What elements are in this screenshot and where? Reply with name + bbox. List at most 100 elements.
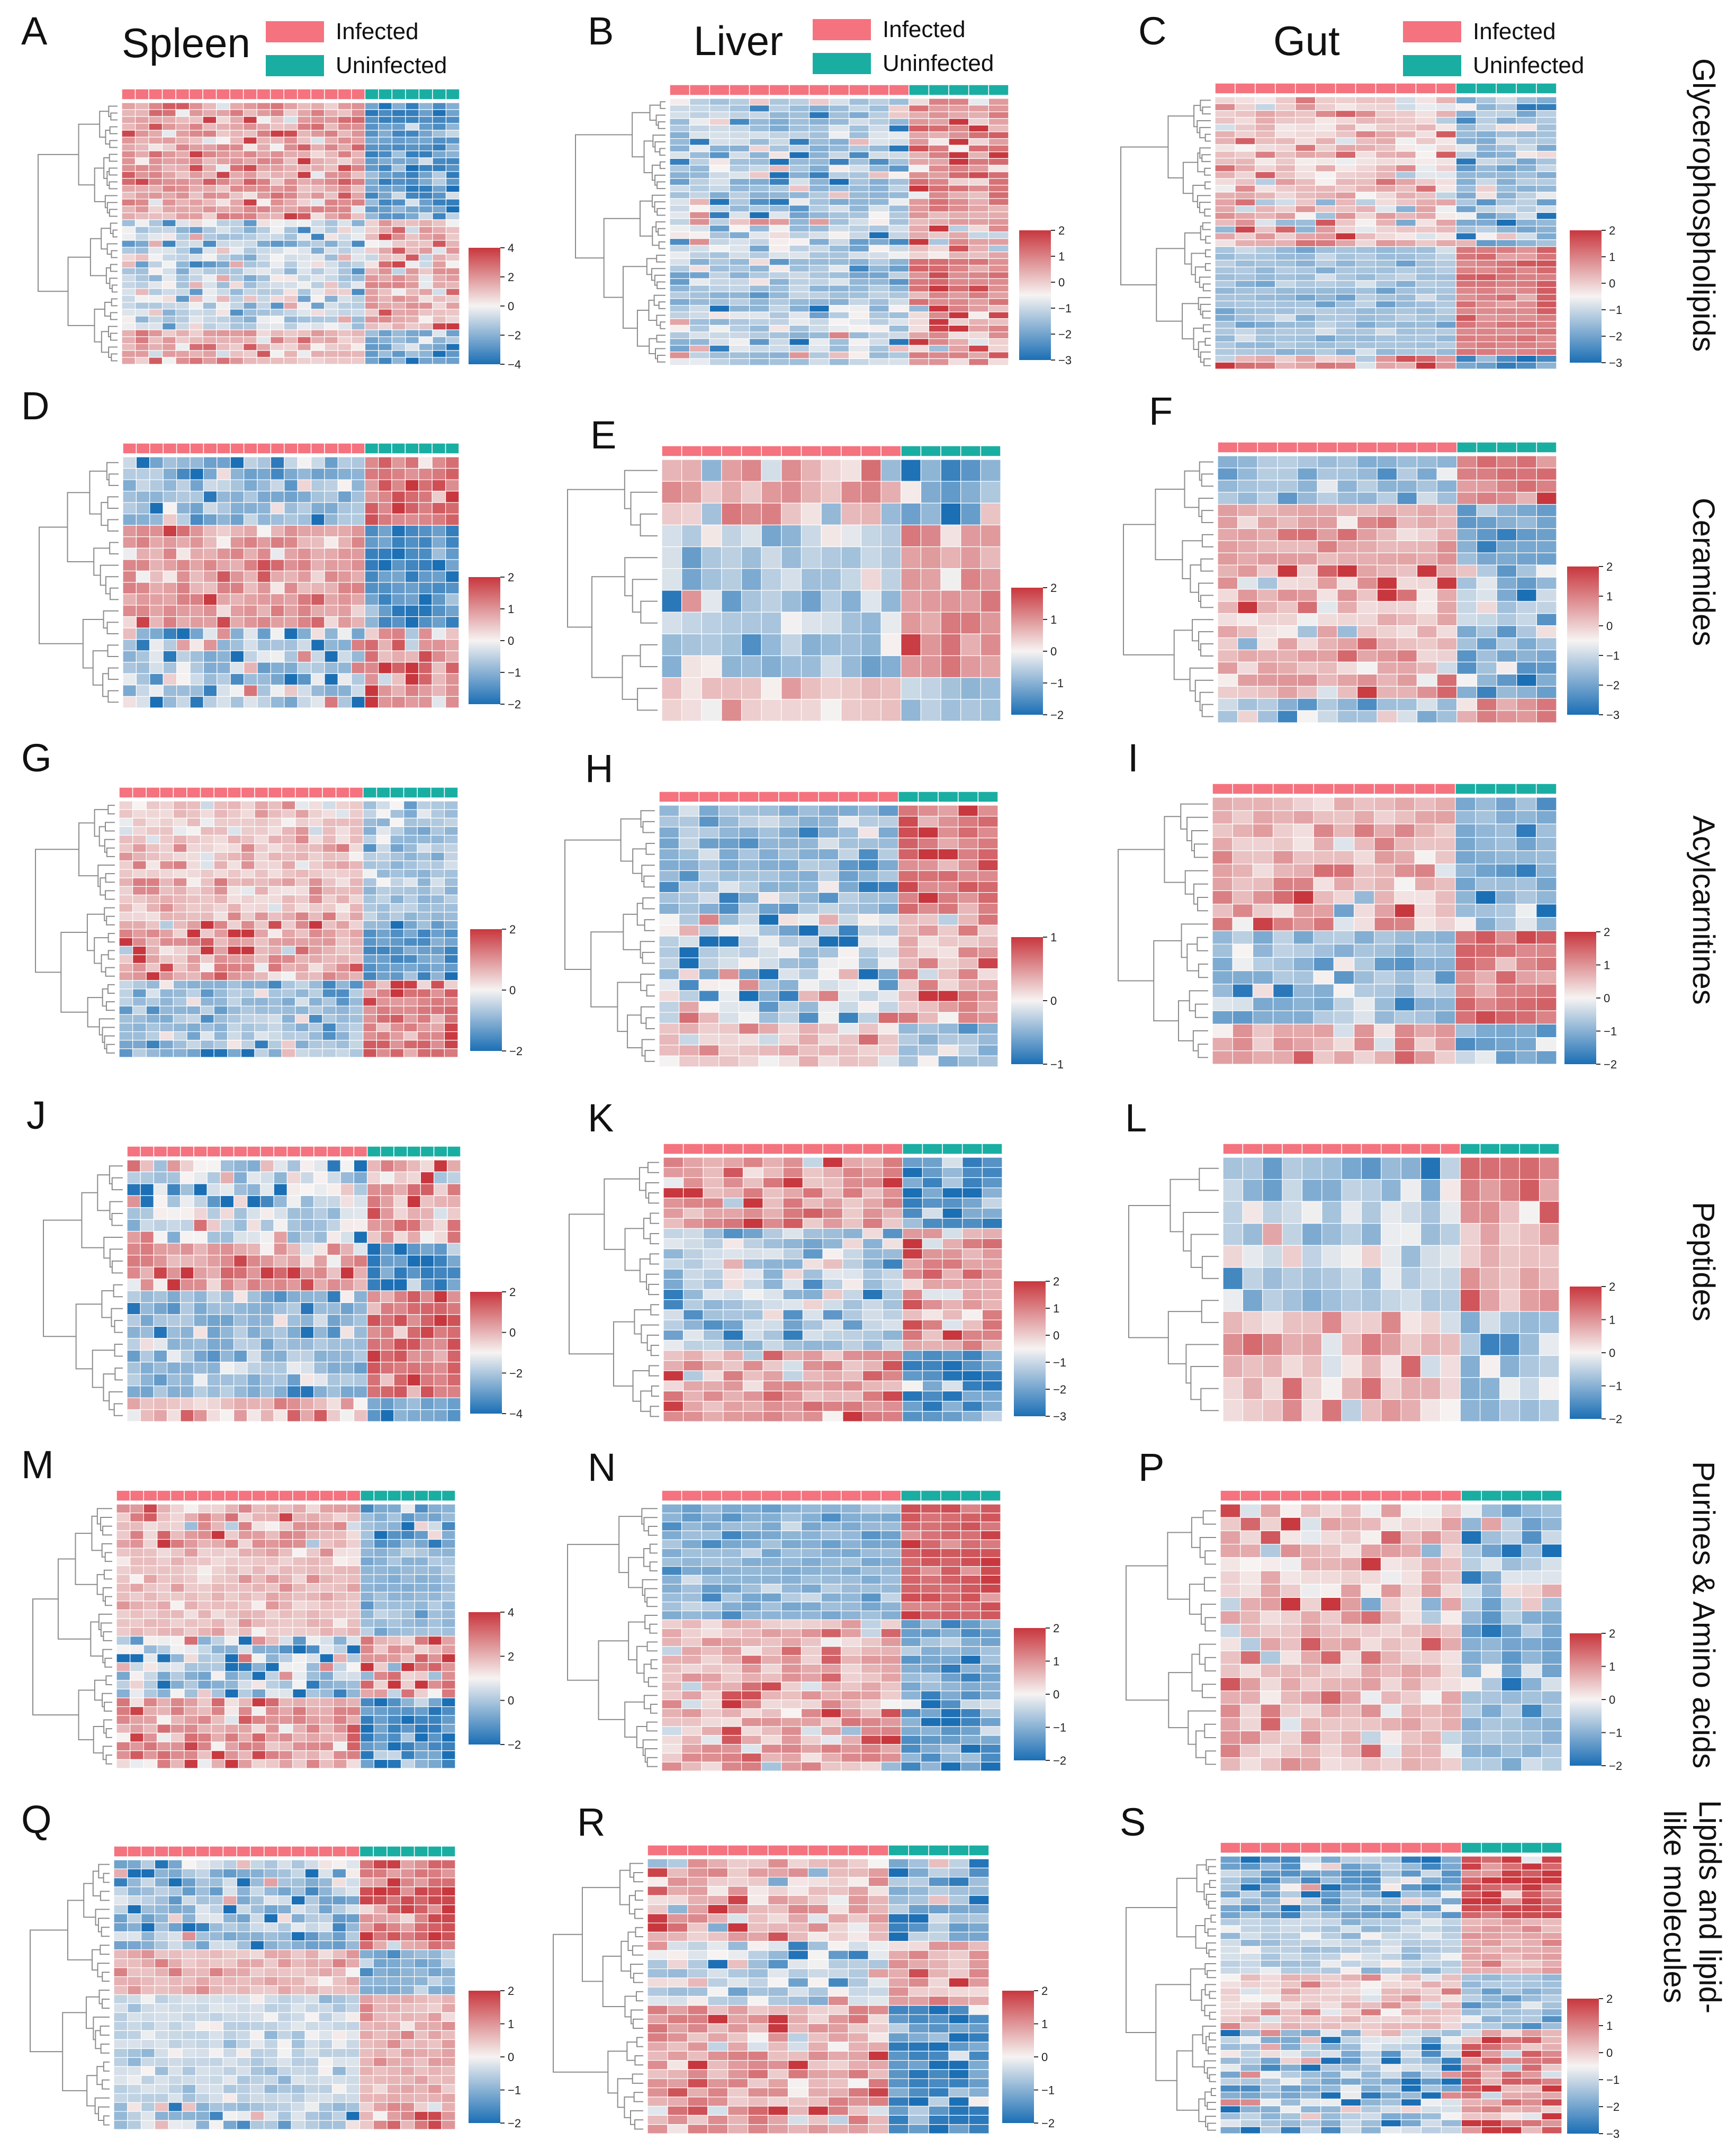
heatmap-cell	[322, 988, 337, 998]
heatmap-cell	[295, 1014, 309, 1024]
heatmap-cell	[1375, 103, 1397, 111]
heatmap-cell	[988, 251, 1009, 259]
heatmap-cell	[1516, 661, 1537, 675]
heatmap-cell	[1496, 649, 1517, 663]
heatmap-cell	[268, 972, 282, 981]
heatmap-cell	[721, 524, 742, 547]
colorbar	[1570, 230, 1602, 363]
heatmap-cell	[1476, 577, 1497, 590]
heatmap-cell	[808, 318, 830, 326]
heatmap-cell	[149, 582, 164, 595]
heatmap-cell	[257, 650, 271, 663]
heatmap-cell	[918, 979, 939, 991]
heatmap-cell	[163, 696, 177, 708]
heatmap-cell	[818, 936, 839, 948]
heatmap-cell	[257, 685, 271, 697]
heatmap-cell	[1476, 321, 1497, 329]
heatmap-cell	[1257, 661, 1278, 675]
heatmap-cell	[445, 143, 460, 151]
heatmap-cell	[254, 817, 269, 828]
heatmap-cell	[1536, 577, 1557, 590]
heatmap-cell	[404, 593, 419, 606]
heatmap-cell	[363, 894, 377, 904]
heatmap-cell	[1317, 577, 1338, 590]
heatmap-cell	[349, 920, 364, 930]
heatmap-cell	[378, 254, 393, 262]
heatmap-cell	[838, 990, 859, 1002]
heatmap-cell	[121, 137, 136, 145]
heatmap-cell	[1375, 232, 1397, 240]
group-annotation-cell	[678, 791, 700, 803]
heatmap-cell	[838, 815, 859, 828]
heatmap-cell	[270, 559, 285, 572]
heatmap-cell	[136, 582, 150, 595]
heatmap-cell	[295, 1040, 309, 1049]
heatmap-cell	[337, 302, 352, 310]
heatmap-cell	[186, 826, 201, 836]
heatmap-cell	[958, 990, 978, 1002]
heatmap-cell	[256, 130, 271, 138]
heatmap-cell	[240, 1031, 255, 1041]
heatmap-cell	[256, 322, 271, 330]
dendrogram-branch	[1201, 154, 1211, 163]
heatmap-cell	[938, 924, 959, 937]
dendrogram-branch	[1198, 341, 1206, 358]
heatmap-cell	[175, 329, 190, 337]
heatmap-cell	[1295, 246, 1316, 254]
heatmap-cell	[417, 801, 431, 810]
heatmap-cell	[132, 946, 147, 956]
heatmap-cell	[404, 456, 419, 469]
heatmap-cell	[679, 946, 699, 958]
heatmap-cell	[310, 639, 325, 651]
heatmap-cell	[121, 192, 136, 200]
heatmap-cell	[159, 980, 174, 990]
dendrogram-branch	[655, 114, 665, 126]
heatmap-cell	[121, 322, 136, 330]
heatmap-cell	[928, 131, 949, 139]
heatmap-cell	[878, 924, 899, 937]
heatmap-cell	[132, 920, 147, 930]
heatmap-cell	[769, 124, 790, 132]
heatmap-cell	[1516, 516, 1537, 529]
heatmap-cell	[295, 886, 309, 896]
heatmap-cell	[376, 834, 391, 844]
heatmap-cell	[1435, 151, 1456, 159]
heatmap-cell	[948, 145, 969, 152]
heatmap-cell	[161, 219, 176, 227]
group-annotation-cell	[898, 791, 919, 803]
heatmap-cell	[1496, 710, 1517, 723]
heatmap-cell	[808, 338, 830, 346]
heatmap-cell	[173, 1014, 187, 1024]
heatmap-cell	[430, 937, 445, 947]
heatmap-cell	[1536, 294, 1557, 302]
heatmap-cell	[202, 130, 217, 138]
heatmap-cell	[1295, 280, 1316, 288]
heatmap-cell	[176, 456, 191, 469]
heatmap-cell	[176, 605, 191, 617]
panel-letter-i: I	[1128, 736, 1139, 780]
heatmap-cell	[337, 343, 352, 351]
heatmap-cell	[418, 685, 433, 697]
heatmap-cell	[849, 118, 870, 126]
heatmap-cell	[1395, 307, 1417, 315]
heatmap-cell	[351, 329, 365, 337]
heatmap-cell	[173, 886, 187, 896]
heatmap-cell	[1516, 649, 1537, 663]
heatmap-cell	[324, 350, 338, 358]
heatmap-cell	[1435, 226, 1456, 233]
heatmap-cell	[1255, 171, 1276, 179]
heatmap-cell	[789, 178, 810, 186]
heatmap-cell	[1315, 259, 1336, 267]
heatmap-cell	[229, 254, 244, 262]
heatmap-cell	[669, 331, 690, 339]
heatmap-cell	[1335, 110, 1356, 118]
heatmap-cell	[163, 525, 177, 537]
heatmap-cell	[1415, 144, 1436, 152]
heatmap-cell	[200, 826, 214, 836]
legend-label-uninfected: Uninfected	[336, 52, 447, 78]
heatmap-cell	[202, 329, 217, 337]
heatmap-cell	[364, 247, 379, 255]
heatmap-cell	[349, 801, 364, 810]
heatmap-cell	[1536, 348, 1557, 356]
heatmap-cell	[216, 192, 230, 200]
